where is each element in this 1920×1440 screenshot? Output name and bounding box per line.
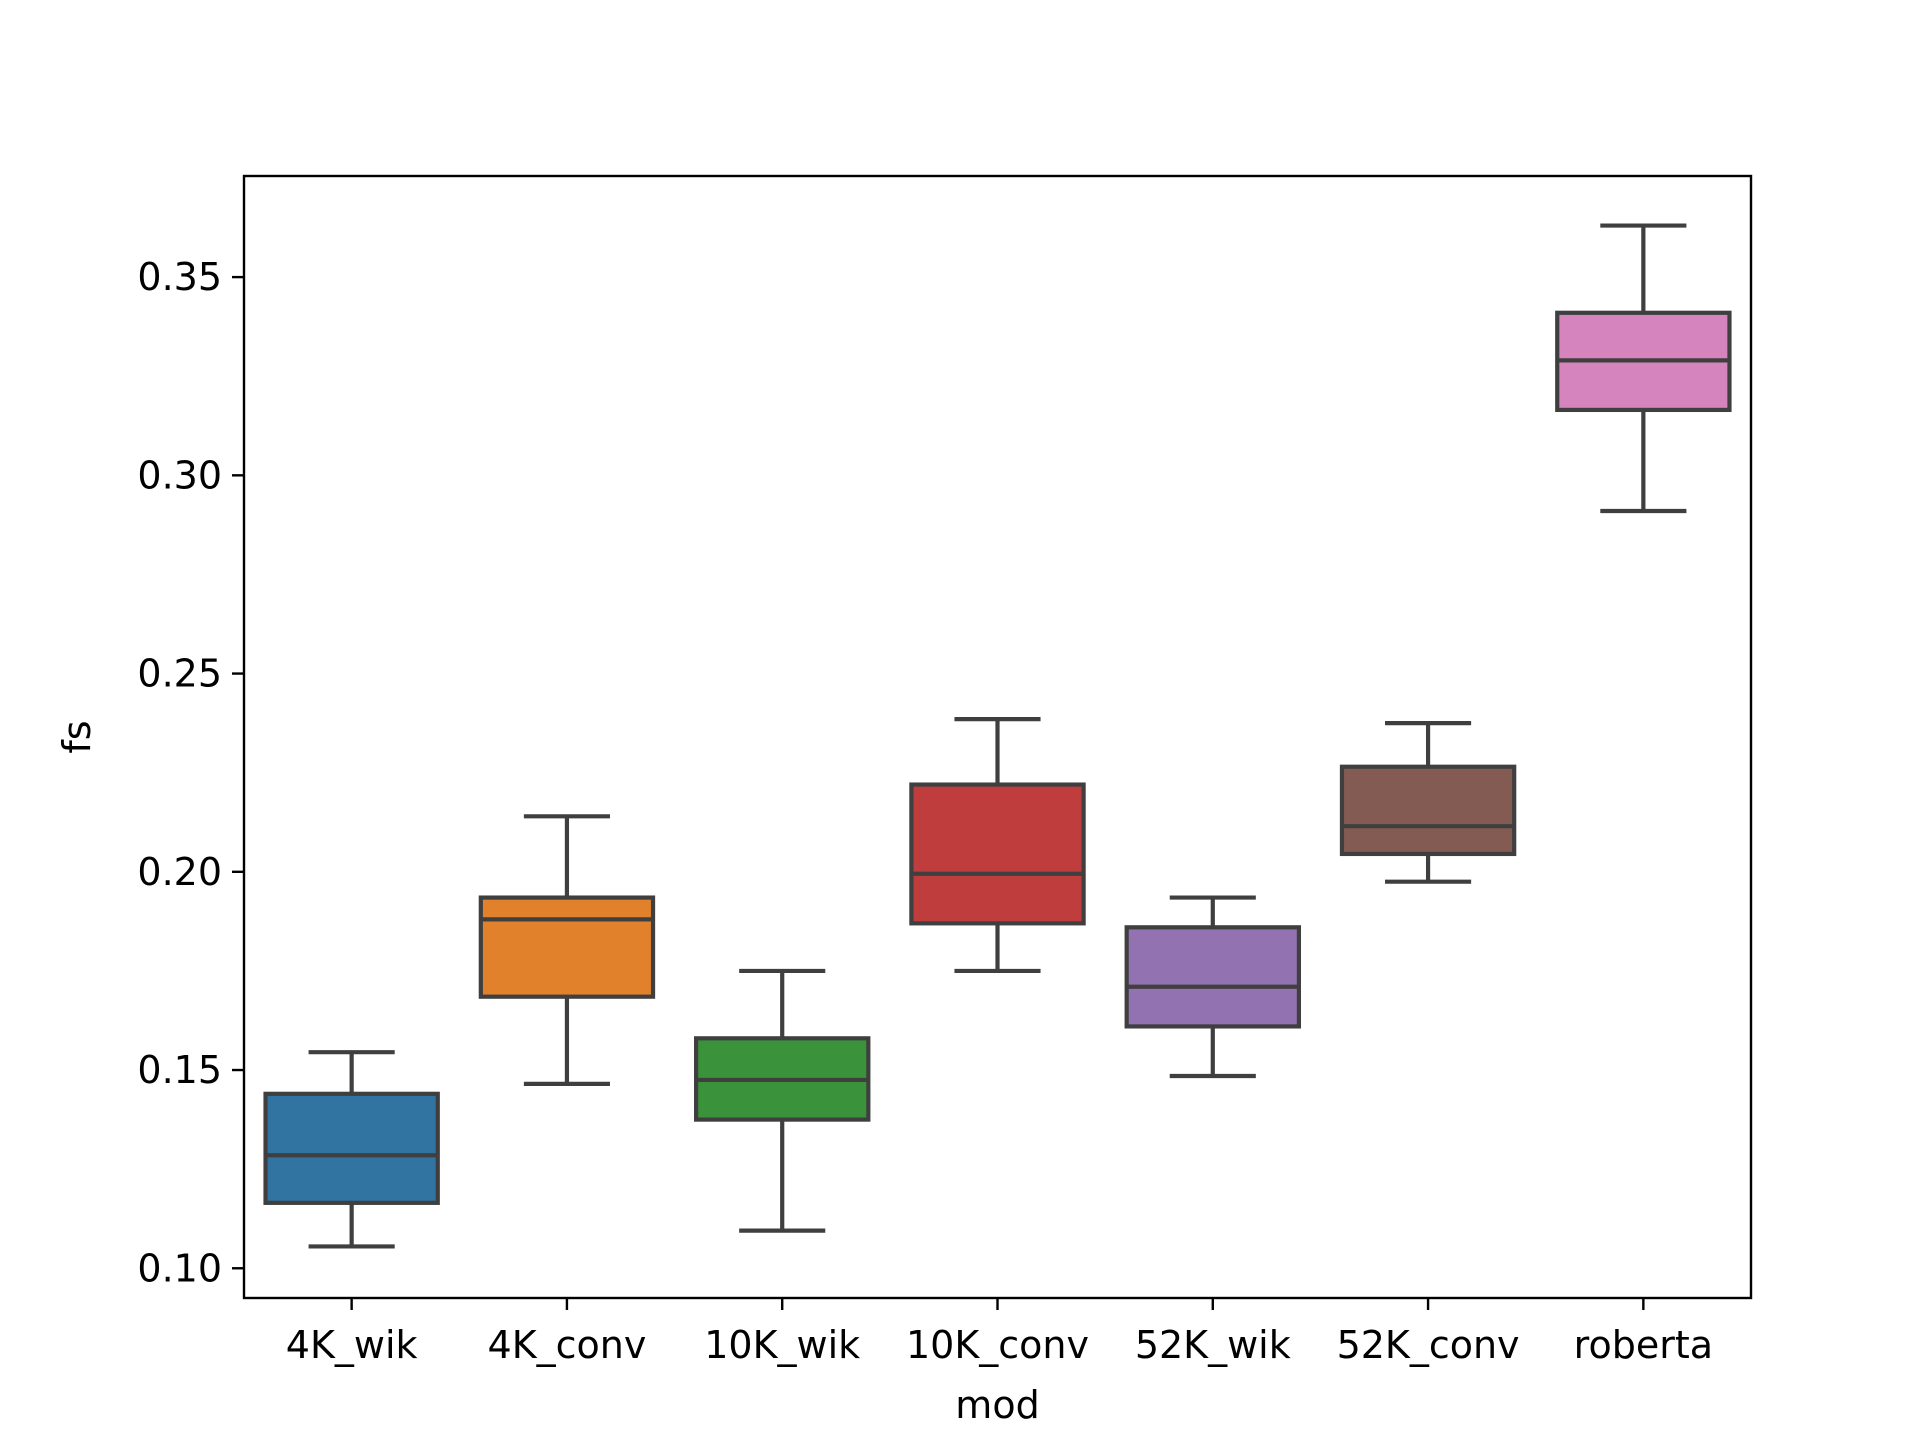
x-tick-label: roberta [1574, 1323, 1713, 1367]
iqr-box [481, 898, 653, 997]
y-tick-label: 0.15 [137, 1048, 222, 1092]
y-tick-label: 0.30 [137, 453, 222, 497]
x-tick-label: 52K_conv [1337, 1323, 1520, 1367]
y-tick-label: 0.35 [137, 255, 222, 299]
x-tick-label: 10K_wik [704, 1323, 860, 1367]
x-tick-label: 10K_conv [906, 1323, 1089, 1367]
y-tick-label: 0.20 [137, 850, 222, 894]
x-tick-label: 4K_conv [488, 1323, 647, 1367]
iqr-box [1342, 767, 1514, 854]
y-tick-label: 0.25 [137, 652, 222, 696]
x-tick-label: 52K_wik [1135, 1323, 1291, 1367]
iqr-box [266, 1094, 438, 1203]
x-axis-label: mod [955, 1383, 1039, 1427]
iqr-box [911, 785, 1083, 924]
x-tick-label: 4K_wik [286, 1323, 418, 1367]
y-tick-label: 0.10 [137, 1246, 222, 1290]
y-axis-label: fs [55, 720, 99, 753]
iqr-box [1127, 927, 1299, 1026]
